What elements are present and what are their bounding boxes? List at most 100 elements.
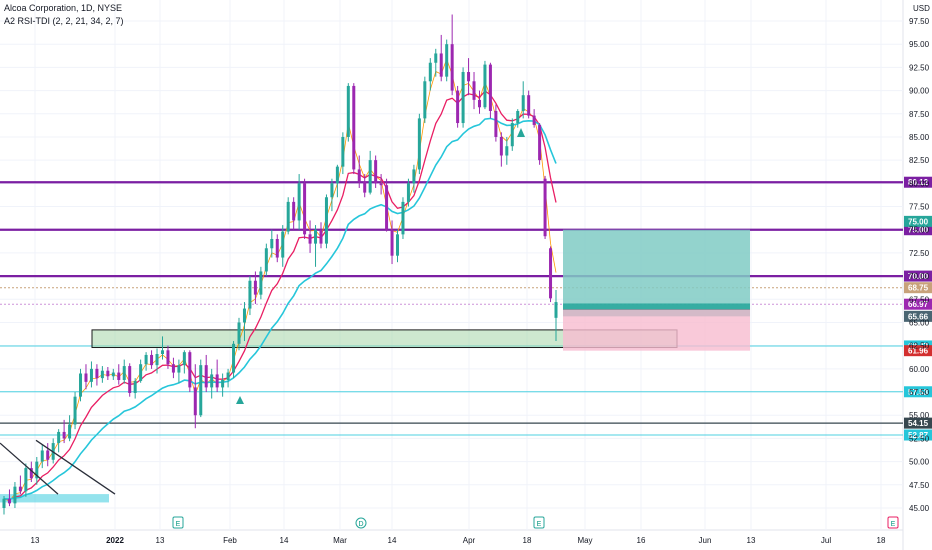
- candle-body: [248, 280, 252, 309]
- candle-body: [232, 343, 236, 373]
- price-label: 66.97: [908, 300, 929, 309]
- candle-body: [188, 352, 192, 388]
- price-label-bg: [904, 282, 932, 294]
- candle-body: [505, 146, 509, 156]
- event-badge-label: D: [358, 521, 363, 528]
- x-tick-label: Mar: [333, 536, 347, 545]
- candle-body: [467, 72, 471, 82]
- ema-slow-line: [3, 117, 557, 500]
- price-label-bg: [904, 215, 932, 227]
- candle-body: [390, 229, 394, 256]
- buy-signal-marker: [236, 396, 244, 404]
- candle-body: [456, 90, 460, 124]
- candle-body: [106, 370, 110, 377]
- price-label: 75.00: [908, 217, 929, 226]
- candle-body: [259, 271, 263, 295]
- candle-body: [341, 136, 345, 167]
- y-tick-label: 55.00: [909, 411, 930, 420]
- price-label: 61.96: [908, 347, 929, 356]
- candle-body: [150, 354, 154, 366]
- candle-body: [62, 431, 66, 439]
- y-tick-label: 62.50: [909, 342, 930, 351]
- earnings-badge: [172, 516, 184, 529]
- candle-body: [84, 373, 88, 382]
- candle-body: [79, 373, 83, 397]
- candle-body: [29, 468, 33, 479]
- candle-body: [406, 183, 410, 202]
- x-tick-label: 13: [31, 536, 40, 545]
- level-label-bg: [904, 176, 932, 188]
- x-tick-label: Jul: [821, 536, 831, 545]
- x-tick-label: 16: [637, 536, 646, 545]
- candle-body: [532, 115, 536, 125]
- price-label: 65.66: [908, 312, 929, 321]
- candle-body: [215, 374, 219, 388]
- dividend-badge: [355, 517, 367, 529]
- candle-body: [144, 354, 148, 365]
- level-label-bg: [904, 386, 932, 398]
- y-tick-label: 92.50: [909, 63, 930, 72]
- candle-body: [24, 468, 28, 492]
- y-tick-label: 82.50: [909, 156, 930, 165]
- x-tick-label: 18: [523, 536, 532, 545]
- buy-signal-marker: [517, 128, 525, 137]
- target-zone: [563, 229, 750, 310]
- x-tick-label: 13: [156, 536, 165, 545]
- candle-body: [264, 248, 268, 272]
- candle-body: [133, 380, 137, 393]
- candle-body: [182, 352, 186, 366]
- candle-body: [210, 374, 214, 388]
- candle-body: [160, 350, 164, 355]
- candle-body: [46, 450, 50, 460]
- indicator-title: A2 RSI-TDI (2, 2, 21, 34, 2, 7): [4, 16, 124, 26]
- candle-body: [242, 308, 246, 323]
- candle-body: [199, 365, 203, 416]
- candle-body: [155, 354, 159, 366]
- candle-body: [171, 364, 175, 373]
- candle-body: [516, 110, 520, 124]
- currency-label: USD: [913, 4, 930, 13]
- candle-body: [270, 238, 274, 249]
- candle-body: [7, 498, 11, 504]
- candle-body: [379, 183, 383, 186]
- y-tick-label: 95.00: [909, 40, 930, 49]
- candle-body: [286, 201, 290, 232]
- base-highlight: [0, 494, 109, 503]
- trendline: [35, 439, 116, 495]
- x-tick-label: Feb: [223, 536, 237, 545]
- candle-body: [488, 64, 492, 111]
- candle-body: [100, 370, 104, 379]
- candle-body: [494, 110, 498, 137]
- y-tick-label: 70.00: [909, 272, 930, 281]
- candle-body: [357, 169, 361, 182]
- candle-body: [368, 160, 372, 193]
- candle-body: [374, 160, 378, 184]
- price-label-bg: [904, 310, 932, 322]
- candle-body: [166, 350, 170, 365]
- x-tick-label: 18: [877, 536, 886, 545]
- y-tick-label: 47.50: [909, 481, 930, 490]
- price-label-bg: [904, 345, 932, 357]
- chart-title: Alcoa Corporation, 1D, NYSE: [4, 3, 123, 13]
- candle-body: [527, 95, 531, 116]
- price-label-bg: [904, 298, 932, 310]
- candle-body: [40, 450, 44, 462]
- candle-body: [89, 368, 93, 382]
- y-tick-label: 90.00: [909, 87, 930, 96]
- candle-body: [111, 372, 115, 377]
- candle-body: [308, 234, 312, 244]
- candle-body: [275, 238, 279, 258]
- y-tick-label: 50.00: [909, 458, 930, 467]
- candle-body: [385, 185, 389, 230]
- candle-body: [521, 95, 525, 111]
- candle-body: [510, 123, 514, 147]
- candle-body: [177, 365, 181, 373]
- y-tick-label: 85.00: [909, 133, 930, 142]
- level-label: 54.15: [908, 419, 929, 428]
- candle-body: [330, 183, 334, 198]
- y-tick-label: 75.00: [909, 226, 930, 235]
- candle-body: [95, 368, 99, 379]
- level-label: 75.00: [908, 226, 929, 235]
